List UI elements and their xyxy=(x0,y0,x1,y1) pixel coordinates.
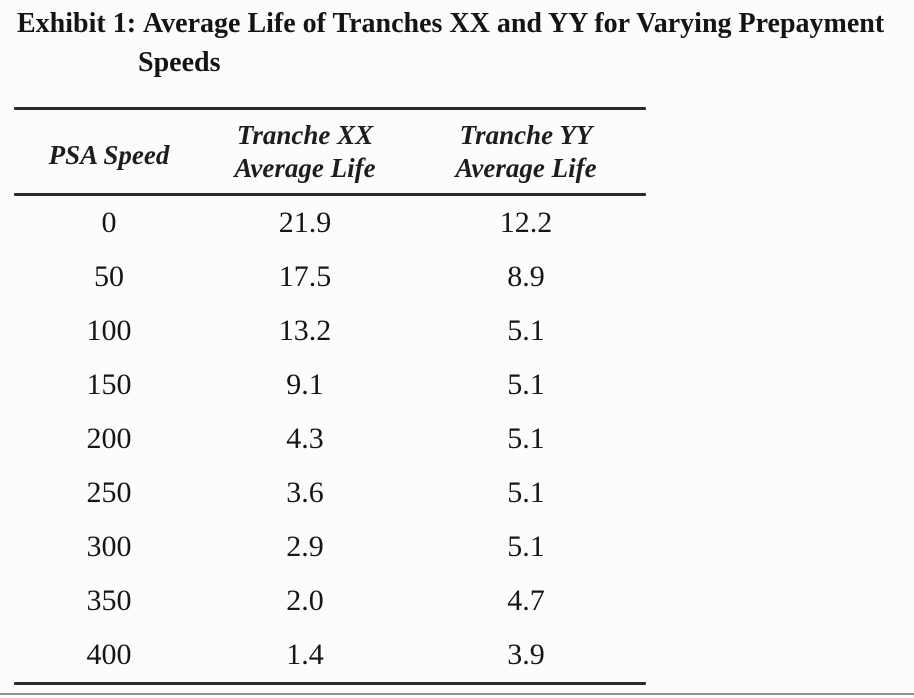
exhibit-label: Exhibit 1: xyxy=(17,8,137,39)
table-row: 200 4.3 5.1 xyxy=(14,412,646,466)
header-psa-speed: PSA Speed xyxy=(48,140,170,170)
prepayment-table: PSA Speed Tranche XX Average Life Tranch… xyxy=(14,107,646,685)
cell-tranche-yy-avg-life: 5.1 xyxy=(507,368,545,401)
title-line-1: Exhibit 1: Average Life of Tranches XX a… xyxy=(17,4,907,43)
table-row: 50 17.5 8.9 xyxy=(14,250,646,304)
cell-psa-speed: 200 xyxy=(86,422,132,455)
cell-tranche-xx-avg-life: 2.9 xyxy=(286,530,324,563)
header-tranche-yy-line-1: Tranche YY xyxy=(459,119,593,150)
header-tranche-yy: Tranche YY Average Life xyxy=(406,119,646,185)
title-line-2: Speeds xyxy=(138,47,221,78)
header-tranche-xx-line-1: Tranche XX xyxy=(236,119,374,150)
cell-tranche-yy-avg-life: 5.1 xyxy=(507,422,545,455)
table-header-rule xyxy=(14,193,646,196)
cell-tranche-yy-avg-life: 3.9 xyxy=(507,638,545,671)
table-row: 100 13.2 5.1 xyxy=(14,304,646,358)
table-top-rule xyxy=(14,107,646,110)
cell-tranche-yy-avg-life: 8.9 xyxy=(507,260,545,293)
cell-tranche-yy-avg-life: 5.1 xyxy=(507,530,545,563)
table-row: 0 21.9 12.2 xyxy=(14,196,646,250)
header-tranche-xx-line-2: Average Life xyxy=(234,152,376,183)
table-header-row: PSA Speed Tranche XX Average Life Tranch… xyxy=(14,110,646,193)
table-row: 150 9.1 5.1 xyxy=(14,358,646,412)
table-row: 250 3.6 5.1 xyxy=(14,466,646,520)
cell-psa-speed: 300 xyxy=(86,530,132,563)
cell-psa-speed: 50 xyxy=(94,260,124,293)
table-bottom-rule xyxy=(14,682,646,685)
table-row: 400 1.4 3.9 xyxy=(14,628,646,682)
cell-tranche-xx-avg-life: 9.1 xyxy=(286,368,324,401)
cell-tranche-yy-avg-life: 4.7 xyxy=(507,584,545,617)
table-row: 300 2.9 5.1 xyxy=(14,520,646,574)
cell-tranche-yy-avg-life: 5.1 xyxy=(507,476,545,509)
cell-tranche-xx-avg-life: 2.0 xyxy=(286,584,324,617)
cell-psa-speed: 400 xyxy=(86,638,132,671)
cell-psa-speed: 100 xyxy=(86,314,132,347)
cell-tranche-xx-avg-life: 4.3 xyxy=(286,422,324,455)
cell-psa-speed: 250 xyxy=(86,476,132,509)
header-tranche-yy-line-2: Average Life xyxy=(455,152,597,183)
cell-tranche-xx-avg-life: 3.6 xyxy=(286,476,324,509)
table-body: 0 21.9 12.2 50 17.5 8.9 100 13.2 5.1 150 9.1 5.1 200… xyxy=(14,196,646,682)
cell-tranche-xx-avg-life: 1.4 xyxy=(286,638,324,671)
title-text: Average Life of Tranches XX and YY for V… xyxy=(143,8,885,39)
cell-psa-speed: 0 xyxy=(101,206,117,239)
page-bottom-edge xyxy=(0,693,914,695)
cell-tranche-yy-avg-life: 5.1 xyxy=(507,314,545,347)
cell-tranche-xx-avg-life: 17.5 xyxy=(278,260,332,293)
cell-psa-speed: 150 xyxy=(86,368,132,401)
cell-tranche-xx-avg-life: 21.9 xyxy=(278,206,332,239)
cell-psa-speed: 350 xyxy=(86,584,132,617)
cell-tranche-yy-avg-life: 12.2 xyxy=(499,206,553,239)
cell-tranche-xx-avg-life: 13.2 xyxy=(278,314,332,347)
table-row: 350 2.0 4.7 xyxy=(14,574,646,628)
exhibit-title: Exhibit 1: Average Life of Tranches XX a… xyxy=(17,4,907,82)
header-tranche-xx: Tranche XX Average Life xyxy=(204,119,406,185)
